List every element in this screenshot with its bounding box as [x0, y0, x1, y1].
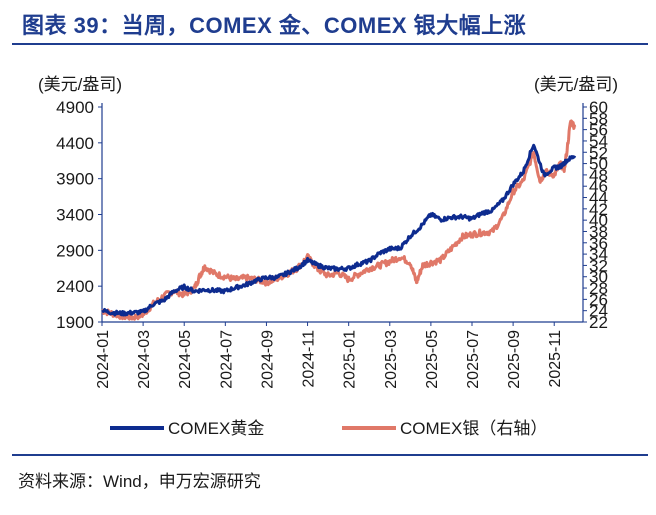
right-tick-label: 42 [589, 200, 608, 219]
right-tick-label: 38 [589, 222, 608, 241]
legend-silver-label: COMEX银（右轴） [400, 419, 547, 438]
source-rule [12, 454, 648, 456]
chart-title: 图表 39：当周，COMEX 金、COMEX 银大幅上涨 [22, 13, 527, 38]
right-tick-label: 26 [589, 290, 608, 309]
right-tick-label: 32 [589, 256, 608, 275]
x-tick-label: 2024-01 [95, 330, 112, 389]
right-tick-label: 52 [589, 143, 608, 162]
left-tick-label: 4900 [56, 98, 94, 117]
left-tick-label: 2900 [56, 241, 94, 260]
x-tick-label: 2025-09 [506, 330, 523, 389]
x-tick-label: 2025-03 [383, 330, 400, 389]
gold-series-line [101, 143, 577, 317]
silver-series-line [101, 119, 577, 321]
right-tick-label: 58 [589, 109, 608, 128]
left-axis-unit: (美元/盎司) [38, 75, 122, 94]
right-tick-label: 34 [589, 245, 608, 264]
left-tick-label: 3900 [56, 170, 94, 189]
right-tick-label: 36 [589, 234, 608, 253]
right-tick-label: 50 [589, 155, 608, 174]
right-tick-label: 60 [589, 98, 608, 117]
left-tick-label: 1900 [56, 313, 94, 332]
x-tick-label: 2024-03 [136, 330, 153, 389]
right-tick-label: 40 [589, 211, 608, 230]
left-tick-label: 3400 [56, 206, 94, 225]
source-note: 资料来源：Wind，申万宏源研究 [18, 472, 261, 491]
x-tick-label: 2025-07 [465, 330, 482, 389]
right-tick-label: 56 [589, 121, 608, 140]
x-tick-label: 2025-11 [547, 330, 564, 388]
left-tick-label: 4400 [56, 134, 94, 153]
x-tick-label: 2024-09 [259, 330, 276, 389]
right-tick-label: 28 [589, 279, 608, 298]
right-tick-label: 54 [589, 132, 608, 151]
title-rule [12, 43, 648, 45]
right-axis-unit: (美元/盎司) [534, 75, 618, 94]
left-tick-label: 2400 [56, 277, 94, 296]
right-tick-label: 46 [589, 177, 608, 196]
right-tick-label: 22 [589, 313, 608, 332]
right-tick-label: 30 [589, 268, 608, 287]
right-tick-label: 24 [589, 302, 608, 321]
legend-gold-label: COMEX黄金 [168, 419, 264, 438]
x-tick-label: 2024-07 [218, 330, 235, 389]
right-tick-label: 44 [589, 189, 608, 208]
right-tick-label: 48 [589, 166, 608, 185]
x-tick-label: 2025-05 [424, 330, 441, 389]
x-tick-label: 2024-11 [301, 330, 318, 388]
x-tick-label: 2024-05 [177, 330, 194, 389]
x-tick-label: 2025-01 [342, 330, 359, 389]
